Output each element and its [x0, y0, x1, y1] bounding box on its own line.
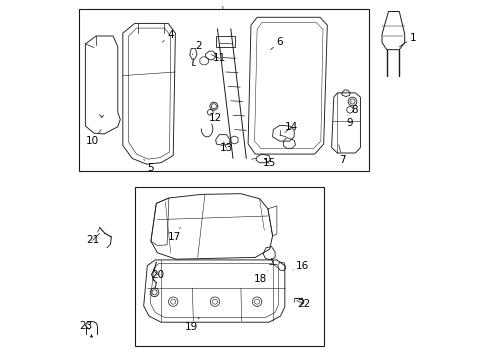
Text: 2: 2	[192, 41, 202, 55]
Text: 19: 19	[184, 318, 199, 332]
Text: 11: 11	[211, 53, 225, 63]
Text: 3: 3	[219, 0, 226, 9]
Text: 9: 9	[346, 115, 352, 128]
Text: 18: 18	[254, 271, 267, 284]
Text: 15: 15	[262, 158, 275, 168]
Text: 4: 4	[162, 30, 173, 42]
Text: 5: 5	[143, 159, 154, 173]
Text: 17: 17	[167, 228, 181, 242]
Bar	[79, 9, 368, 171]
Text: 7: 7	[338, 145, 345, 165]
Text: 21: 21	[86, 233, 100, 246]
Text: 1: 1	[399, 33, 415, 47]
Text: 22: 22	[296, 299, 310, 309]
Text: 12: 12	[209, 110, 222, 123]
Text: 10: 10	[86, 130, 101, 146]
Text: 20: 20	[151, 270, 164, 280]
Text: 13: 13	[220, 142, 233, 153]
Bar	[134, 187, 323, 346]
Text: 14: 14	[284, 122, 297, 132]
Bar	[215, 36, 235, 47]
Text: 6: 6	[270, 37, 283, 50]
Text: 16: 16	[292, 261, 309, 271]
Text: 23: 23	[79, 321, 92, 331]
Text: 8: 8	[350, 102, 357, 115]
